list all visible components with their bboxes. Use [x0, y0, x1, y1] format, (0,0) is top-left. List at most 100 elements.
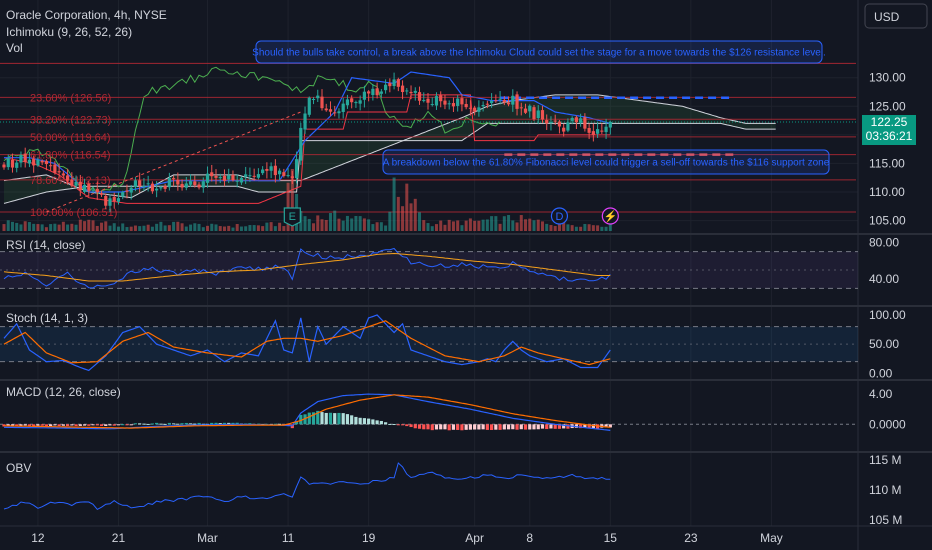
obv-legend[interactable]: OBV: [6, 461, 31, 475]
candle-body: [214, 175, 218, 178]
volume-bar: [502, 216, 506, 231]
candle: [133, 177, 138, 192]
ichimoku-legend[interactable]: Ichimoku (9, 26, 52, 26): [6, 25, 132, 39]
macd-histogram-bar: [379, 420, 383, 425]
candle-body: [108, 198, 112, 206]
candle-body: [244, 174, 248, 177]
macd-histogram-bar: [99, 424, 104, 427]
volume-bar: [536, 219, 540, 231]
candle-body: [447, 103, 451, 105]
candle-body: [138, 180, 142, 187]
macd-histogram-bar: [10, 424, 15, 426]
macd-histogram-bar: [490, 424, 494, 431]
candle-body: [379, 91, 383, 94]
candle: [519, 102, 523, 116]
candle: [587, 123, 591, 140]
candle-body: [324, 108, 328, 111]
candle: [121, 190, 125, 200]
macd-histogram-bar: [447, 424, 451, 431]
time-tick: Apr: [465, 531, 484, 545]
candle: [193, 175, 197, 188]
macd-histogram-bar: [142, 423, 146, 425]
candle: [528, 104, 532, 118]
macd-histogram-bar: [188, 423, 193, 425]
stoch-legend[interactable]: Stoch (14, 1, 3): [6, 311, 88, 325]
macd-histogram-bar: [44, 424, 48, 427]
macd-histogram-bar: [362, 418, 366, 425]
candle: [176, 172, 180, 191]
candle-body: [227, 175, 231, 180]
time-tick: May: [760, 531, 783, 545]
rsi-legend[interactable]: RSI (14, close): [6, 238, 85, 252]
volume-bar: [557, 224, 561, 231]
candle: [468, 100, 472, 116]
macd-histogram-bar: [392, 423, 396, 425]
volume-bar: [528, 218, 532, 231]
macd-histogram-bar: [481, 424, 485, 430]
volume-bar: [316, 215, 320, 231]
stoch-tick: 50.00: [869, 337, 899, 351]
macd-legend[interactable]: MACD (12, 26, close): [6, 385, 121, 399]
volume-bar: [239, 226, 243, 231]
candle-body: [248, 175, 252, 177]
macd-histogram-bar: [218, 423, 222, 425]
currency-button[interactable]: USD: [864, 3, 928, 29]
candle-body: [515, 94, 519, 109]
time-axis[interactable]: 12 21 Mar 11 19 Apr 8 15 23 May: [31, 531, 783, 545]
candle: [579, 113, 583, 127]
volume-bar: [413, 198, 417, 231]
candle: [163, 183, 167, 193]
candle: [443, 94, 447, 110]
macd-histogram-bar: [273, 423, 277, 425]
volume-bar: [218, 226, 222, 231]
candle-body: [354, 102, 358, 104]
candle: [222, 169, 227, 187]
volume-bar: [600, 226, 604, 231]
macd-line: [3, 393, 611, 431]
event-markers[interactable]: E D ⚡: [283, 207, 619, 227]
candle-body: [333, 112, 337, 114]
price-axis[interactable]: 105.00110.00115.00120.00125.00130.0080.0…: [869, 71, 906, 527]
volume-bar: [562, 221, 566, 231]
candle: [485, 100, 489, 109]
annotation-support[interactable]: A breakdown below the 61.80% Fibonacci l…: [382, 149, 830, 175]
macd-histogram-bar: [422, 424, 426, 430]
candle-body: [519, 107, 523, 109]
event-marker[interactable]: E: [283, 207, 301, 227]
candle: [231, 170, 235, 182]
volume-bar: [244, 226, 248, 231]
candle-body: [40, 160, 44, 163]
volume-bar: [125, 227, 129, 231]
countdown-label: 03:36:21: [866, 129, 913, 143]
dividend-marker-shape: [550, 207, 569, 225]
macd-histogram-bar: [227, 422, 231, 425]
candle: [82, 178, 87, 194]
rsi-band: [0, 251, 858, 289]
macd-histogram-bar: [104, 424, 108, 426]
macd-histogram-bar: [180, 423, 184, 425]
annotation-resistance[interactable]: Should the bulls take control, a break a…: [252, 40, 826, 64]
volume-legend[interactable]: Vol: [6, 41, 23, 55]
macd-histogram-bar: [566, 424, 570, 429]
candle: [40, 159, 44, 166]
event-marker[interactable]: D: [550, 207, 569, 225]
macd-histogram-bar: [19, 424, 23, 426]
earnings-marker-label: E: [289, 211, 296, 223]
volume-bar: [396, 196, 400, 231]
candle: [61, 170, 65, 179]
macd-histogram-bar: [125, 424, 129, 426]
candle: [328, 101, 333, 117]
candle-body: [116, 198, 121, 202]
candle-body: [553, 120, 557, 122]
candle: [354, 100, 358, 108]
candle-body: [439, 95, 443, 102]
event-marker[interactable]: ⚡: [601, 207, 619, 225]
candle: [324, 103, 328, 112]
volume-bar: [83, 221, 87, 231]
volume-bar: [104, 221, 108, 231]
volume-bar: [320, 219, 324, 231]
candle: [523, 103, 528, 115]
candle: [417, 86, 422, 105]
candle: [142, 178, 146, 192]
